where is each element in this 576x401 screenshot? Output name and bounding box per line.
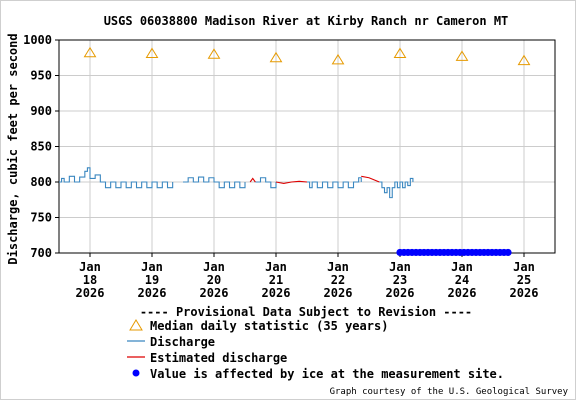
legend-label-estimated: Estimated discharge bbox=[150, 351, 287, 365]
x-tick-label: Jan bbox=[451, 260, 473, 274]
y-tick-label: 950 bbox=[30, 69, 52, 83]
x-tick-label: Jan bbox=[203, 260, 225, 274]
x-tick-label: Jan bbox=[79, 260, 101, 274]
legend-item-median: Median daily statistic (35 years) bbox=[129, 319, 388, 333]
legend: Median daily statistic (35 years) Discha… bbox=[127, 319, 504, 381]
legend-item-estimated: Estimated discharge bbox=[127, 351, 287, 365]
credit-text: Graph courtesy of the U.S. Geological Su… bbox=[330, 387, 569, 397]
median-marker bbox=[83, 46, 97, 58]
y-axis-label: Discharge, cubic feet per second bbox=[6, 33, 20, 264]
median-marker bbox=[455, 50, 469, 61]
median-marker bbox=[145, 47, 159, 58]
x-tick-label: 2026 bbox=[76, 286, 105, 300]
legend-item-ice: Value is affected by ice at the measurem… bbox=[132, 367, 504, 381]
x-tick-label: 2026 bbox=[324, 286, 353, 300]
y-tick-label: 700 bbox=[30, 246, 52, 260]
chart-title: USGS 06038800 Madison River at Kirby Ran… bbox=[104, 14, 509, 28]
estimated-line bbox=[361, 175, 380, 183]
x-tick-label: 21 bbox=[269, 273, 283, 287]
median-marker bbox=[393, 47, 407, 58]
x-tick-label: 25 bbox=[517, 273, 531, 287]
median-marker bbox=[207, 48, 221, 59]
x-tick-label: Jan bbox=[265, 260, 287, 274]
discharge-series bbox=[59, 167, 414, 199]
y-tick-label: 850 bbox=[30, 140, 52, 154]
y-tick-label: 900 bbox=[30, 104, 52, 118]
x-tick-label: Jan bbox=[327, 260, 349, 274]
discharge-line bbox=[379, 177, 414, 199]
estimated-series bbox=[249, 175, 380, 184]
ice-marker bbox=[504, 248, 512, 257]
x-tick-label: 2026 bbox=[448, 286, 477, 300]
y-tick-label: 800 bbox=[30, 175, 52, 189]
x-tick-label: 23 bbox=[393, 273, 407, 287]
y-tick-label: 750 bbox=[30, 211, 52, 225]
estimated-line bbox=[249, 177, 256, 183]
x-tick-label: 2026 bbox=[138, 286, 167, 300]
x-tick-label: 2026 bbox=[386, 286, 415, 300]
x-tick-label: 19 bbox=[145, 273, 159, 287]
legend-label-median: Median daily statistic (35 years) bbox=[150, 319, 388, 333]
ice-series bbox=[396, 248, 512, 257]
discharge-line bbox=[307, 177, 362, 189]
x-axis: Jan182026Jan192026Jan202026Jan212026Jan2… bbox=[76, 253, 539, 300]
discharge-line bbox=[183, 176, 246, 189]
discharge-line bbox=[59, 167, 174, 189]
x-tick-label: 20 bbox=[207, 273, 221, 287]
median-marker bbox=[517, 54, 531, 66]
legend-item-discharge: Discharge bbox=[127, 335, 215, 349]
grid-lines bbox=[59, 40, 555, 253]
legend-label-discharge: Discharge bbox=[150, 335, 215, 349]
y-tick-label: 1000 bbox=[23, 33, 52, 47]
x-tick-label: 22 bbox=[331, 273, 345, 287]
median-marker bbox=[269, 51, 283, 63]
y-axis: 700 750 800 850 900 950 1000 bbox=[23, 33, 59, 260]
median-marker bbox=[331, 53, 345, 65]
discharge-line bbox=[255, 177, 277, 189]
provisional-notice: ---- Provisional Data Subject to Revisio… bbox=[140, 305, 472, 319]
x-tick-label: 18 bbox=[83, 273, 97, 287]
x-tick-label: 2026 bbox=[262, 286, 291, 300]
legend-label-ice: Value is affected by ice at the measurem… bbox=[150, 367, 504, 381]
x-tick-label: 2026 bbox=[510, 286, 539, 300]
x-tick-label: Jan bbox=[513, 260, 535, 274]
x-tick-label: 2026 bbox=[200, 286, 229, 300]
x-tick-label: Jan bbox=[141, 260, 163, 274]
estimated-line bbox=[275, 180, 308, 184]
median-series bbox=[83, 46, 531, 66]
x-tick-label: 24 bbox=[455, 273, 469, 287]
dot-icon bbox=[132, 369, 140, 377]
x-tick-label: Jan bbox=[389, 260, 411, 274]
triangle-icon bbox=[129, 319, 143, 331]
